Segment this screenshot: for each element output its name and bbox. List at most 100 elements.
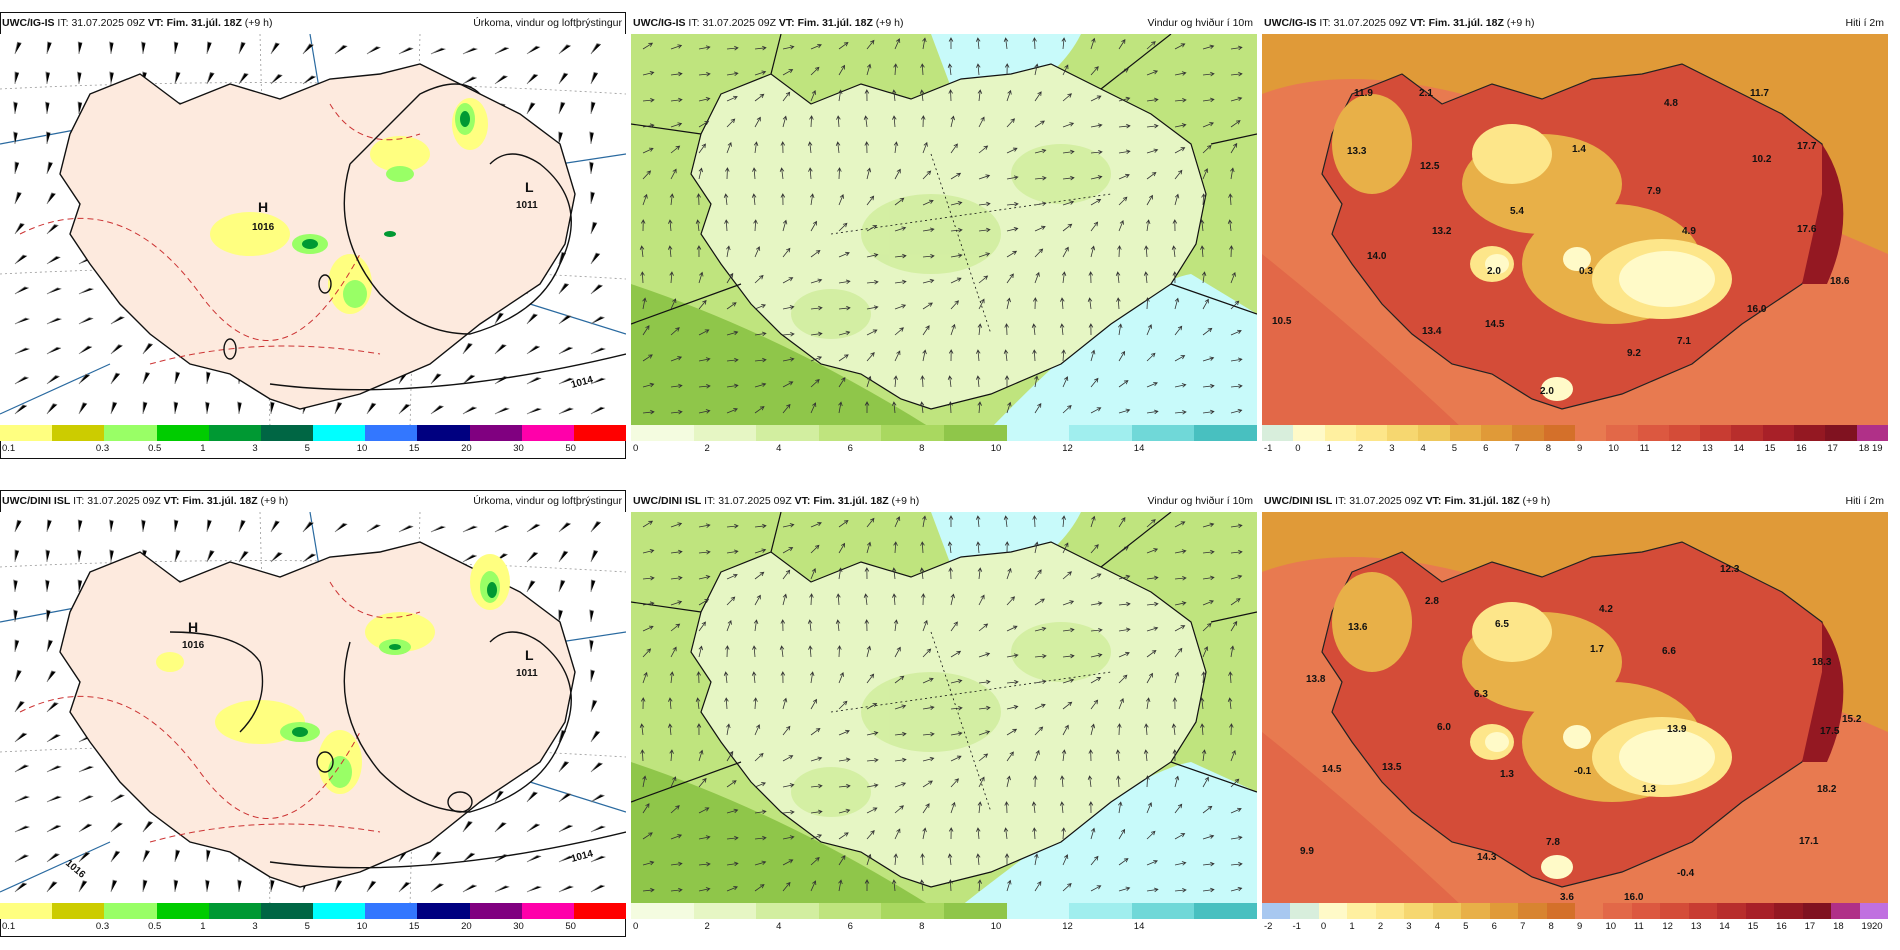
- temperature-value: 12.3: [1720, 564, 1740, 575]
- wind-arrow: [1117, 245, 1122, 258]
- colorbar-tick-label: 4: [776, 443, 782, 454]
- colorbar-tick-label: 1: [1349, 921, 1355, 932]
- wind-arrow: [1062, 701, 1073, 710]
- temperature-value: 7.9: [1647, 186, 1661, 197]
- wind-barb: [77, 101, 83, 115]
- wind-barb: [46, 131, 51, 145]
- temperature-value: 2.0: [1487, 266, 1501, 277]
- wind-arrow: [864, 89, 870, 102]
- wind-arrow: [1202, 409, 1215, 415]
- wind-arrow: [1202, 887, 1215, 893]
- wind-arrow: [1118, 698, 1124, 710]
- colorbar-swatch: [365, 425, 418, 441]
- wind-barb: [14, 41, 22, 55]
- panel-precip-top: UWC/IG-IS IT: 31.07.2025 09Z VT: Fim. 31…: [0, 12, 626, 459]
- wind-barb: [173, 519, 179, 533]
- temperature-value: 4.8: [1664, 98, 1678, 109]
- wind-arrow: [1230, 408, 1243, 414]
- colorbar-swatch: [1574, 903, 1604, 919]
- wind-arrow: [1006, 775, 1011, 788]
- wind-arrow: [1202, 383, 1215, 389]
- wind-barb: [558, 72, 569, 85]
- wind-arrow: [1202, 861, 1215, 867]
- wind-arrow: [1230, 749, 1236, 762]
- it-value: 31.07.2025 09Z: [702, 17, 776, 29]
- wind-barb: [110, 879, 118, 893]
- colorbar-tick-label: 19: [1861, 921, 1873, 932]
- model-name: UWC/IG-IS: [2, 17, 55, 29]
- wind-arrow: [837, 89, 843, 102]
- colorbar-tick-label: 6: [847, 921, 853, 932]
- wind-barb: [462, 852, 476, 863]
- high-pressure-letter: H: [258, 199, 268, 215]
- wind-arrow: [1202, 776, 1209, 788]
- temperature-value: 7.1: [1677, 336, 1691, 347]
- colorbar-swatch: [1606, 425, 1638, 441]
- wind-arrow: [1174, 861, 1187, 866]
- wind-arrow: [893, 541, 898, 554]
- wind-arrow: [1117, 723, 1122, 736]
- wind-arrow: [1230, 357, 1243, 362]
- wind-barb: [109, 519, 114, 533]
- it-value: 31.07.2025 09Z: [718, 495, 792, 507]
- wind-barb: [430, 851, 442, 863]
- wind-barb: [109, 549, 114, 563]
- colorbar-swatch: [1347, 903, 1376, 919]
- wind-arrow: [642, 625, 654, 632]
- wind-barb: [142, 821, 153, 833]
- wind-barb: [526, 885, 542, 893]
- colorbar-swatch: [1489, 903, 1519, 919]
- wind-barb: [45, 101, 50, 115]
- wind-arrow: [1006, 401, 1012, 414]
- wind-barb: [78, 287, 94, 295]
- wind-arrow: [978, 275, 989, 284]
- wind-arrow: [782, 809, 795, 815]
- wind-arrow: [1061, 515, 1067, 528]
- colorbar-swatch: [1290, 903, 1319, 919]
- wind-arrow: [1062, 246, 1069, 258]
- wind-arrow: [639, 723, 645, 736]
- wind-arrow: [1144, 245, 1149, 258]
- wind-barb: [590, 825, 606, 833]
- wind-arrow: [1090, 66, 1099, 76]
- wind-arrow: [1230, 45, 1243, 51]
- wind-barb: [14, 71, 20, 85]
- panel-temp-top: UWC/IG-IS IT: 31.07.2025 09Z VT: Fim. 31…: [1262, 12, 1888, 459]
- colorbar-swatch: [1794, 425, 1826, 441]
- wind-arrow: [1118, 886, 1131, 892]
- vt-label: VT:: [794, 495, 811, 507]
- colorbar-tick-label: 10: [1605, 921, 1617, 932]
- wind-arrow: [810, 43, 822, 50]
- wind-barb: [558, 314, 572, 325]
- colorbar-tick-label: 10: [990, 443, 1002, 454]
- wind-arrow: [807, 141, 813, 154]
- wind-arrow: [838, 520, 849, 528]
- wind-arrow: [782, 247, 791, 258]
- wind-arrow: [978, 753, 989, 762]
- wind-arrow: [1174, 355, 1186, 362]
- wind-arrow: [1174, 297, 1180, 310]
- wind-arrow: [1062, 223, 1073, 232]
- colorbar-swatch: [1637, 425, 1669, 441]
- wind-arrow: [837, 167, 842, 180]
- wind-arrow: [894, 646, 901, 658]
- wind-barb: [558, 609, 563, 623]
- temperature-value: 15.2: [1842, 714, 1862, 725]
- wind-arrow: [894, 350, 901, 362]
- wind-arrow: [698, 621, 706, 632]
- temperature-value: 13.8: [1306, 674, 1326, 685]
- wind-arrow: [726, 302, 737, 310]
- wind-arrow: [894, 675, 905, 684]
- wind-arrow: [1006, 118, 1015, 128]
- temperature-value: 10.2: [1752, 154, 1772, 165]
- wind-arrow: [1006, 567, 1012, 580]
- wind-barb: [205, 879, 210, 893]
- wind-arrow: [948, 401, 953, 414]
- wind-arrow: [642, 325, 650, 336]
- wind-arrow: [695, 697, 701, 710]
- colorbar-swatch: [156, 425, 209, 441]
- wind-arrow: [639, 245, 645, 258]
- wind-arrow: [754, 835, 767, 841]
- wind-arrow: [698, 71, 711, 77]
- temperature-value: 10.5: [1272, 316, 1292, 327]
